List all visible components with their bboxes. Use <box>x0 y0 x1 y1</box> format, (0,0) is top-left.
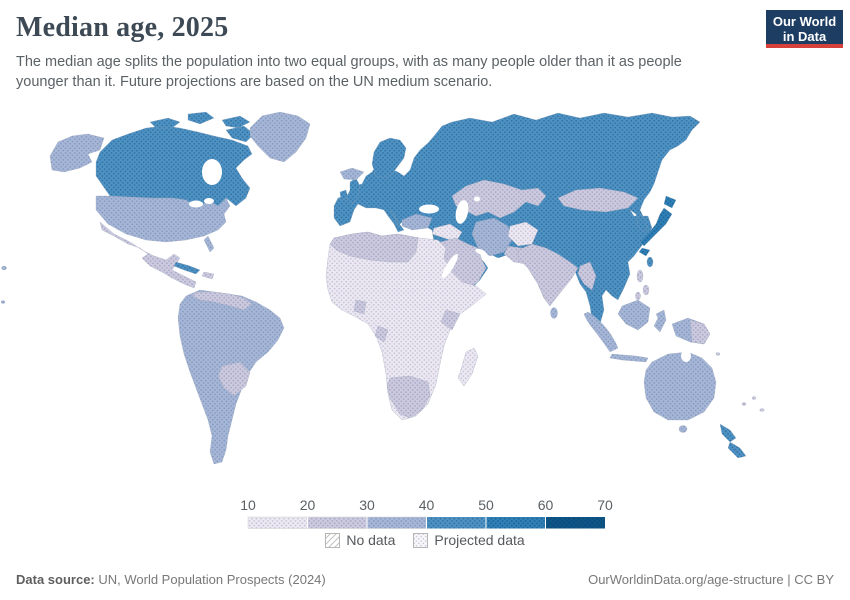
legend-bin-30-40[interactable] <box>366 516 427 529</box>
map-region-hawaii-speck[interactable] <box>0 300 6 304</box>
map-region-papua-new-guinea[interactable] <box>689 319 711 345</box>
map-region-iceland[interactable] <box>339 167 365 181</box>
map-region-vanuatu[interactable] <box>751 396 757 400</box>
legend-tick-30: 30 <box>359 497 375 513</box>
legend-color-bar <box>247 516 606 529</box>
chart-subtitle: The median age splits the population int… <box>16 54 682 90</box>
map-region-hispaniola[interactable] <box>201 271 215 280</box>
map-region-united-states[interactable] <box>95 195 231 253</box>
map-region-borneo[interactable] <box>617 299 651 331</box>
map-region-ghana[interactable] <box>353 299 367 315</box>
map-region-philippines-3[interactable] <box>635 291 641 301</box>
map-region-sumatra[interactable] <box>583 311 619 353</box>
map-region-japan[interactable] <box>638 195 677 257</box>
legend-bin-60-70[interactable] <box>545 517 606 529</box>
data-source-note: Data source: UN, World Population Prospe… <box>16 572 326 587</box>
map-region-pacific-islands-group <box>715 352 765 412</box>
legend-tick-40: 40 <box>418 497 435 513</box>
legend-bin-50-60[interactable] <box>486 517 546 529</box>
map-region-australia[interactable] <box>643 351 717 421</box>
data-source-text: UN, World Population Prospects (2024) <box>94 572 326 587</box>
legend-no-data-label: No data <box>346 532 396 548</box>
legend-tick-50: 50 <box>478 497 494 513</box>
legend-tick-70: 70 <box>597 497 613 513</box>
map-region-pacific-speck[interactable] <box>1 265 7 271</box>
map-region-taiwan[interactable] <box>646 256 654 268</box>
legend-tick-10: 10 <box>240 497 256 513</box>
data-source-label: Data source: <box>16 572 95 587</box>
map-region-solomons[interactable] <box>715 352 721 356</box>
legend-secondary: No data Projected data <box>0 532 850 548</box>
map-region-turkey[interactable] <box>401 213 433 231</box>
chart-footer: Data source: UN, World Population Prospe… <box>0 572 850 587</box>
owid-logo[interactable]: Our World in Data <box>766 10 843 48</box>
legend-tick-labels: 10 20 30 40 50 60 70 <box>0 497 850 513</box>
projected-data-swatch-icon <box>413 532 429 548</box>
map-region-alaska[interactable] <box>49 133 105 173</box>
map-region-philippines-2[interactable] <box>642 284 650 296</box>
map-water-overlays <box>189 159 691 362</box>
map-region-tasmania[interactable] <box>678 425 688 433</box>
legend-tick-60: 60 <box>537 497 554 513</box>
map-region-iran[interactable] <box>471 217 513 257</box>
map-region-africa[interactable] <box>325 231 487 421</box>
no-data-swatch-icon <box>325 532 341 548</box>
map-region-southern-africa[interactable] <box>386 375 431 419</box>
map-region-gabon[interactable] <box>374 325 389 343</box>
map-region-greenland[interactable] <box>249 111 311 163</box>
owid-url-license[interactable]: OurWorldinData.org/age-structure | CC BY <box>588 572 834 587</box>
map-region-kazakhstan-central-asia[interactable] <box>451 179 547 219</box>
map-region-java[interactable] <box>609 353 649 363</box>
map-region-philippines-group <box>635 269 650 301</box>
map-region-sri-lanka[interactable] <box>550 307 558 319</box>
page-title: Median age, 2025 <box>16 12 229 43</box>
map-region-venezuela-guyanas[interactable] <box>191 291 253 311</box>
map-region-cuba[interactable] <box>173 261 201 275</box>
map-region-arctic-islands[interactable] <box>149 111 255 143</box>
map-region-mongolia[interactable] <box>557 187 639 213</box>
map-region-india[interactable] <box>517 243 579 307</box>
map-region-fiji[interactable] <box>741 402 747 406</box>
legend-bin-40-50[interactable] <box>426 517 487 529</box>
legend-tick-20: 20 <box>299 497 316 513</box>
map-region-new-caledonia[interactable] <box>759 408 765 412</box>
map-region-canada[interactable] <box>95 125 253 209</box>
legend-projected-data[interactable]: Projected data <box>413 532 525 548</box>
map-region-new-zealand[interactable] <box>719 423 747 459</box>
map-region-philippines[interactable] <box>636 269 644 283</box>
map-region-scandinavia[interactable] <box>371 137 407 179</box>
map-region-bolivia-paraguay[interactable] <box>217 361 251 397</box>
map-region-madagascar[interactable] <box>457 347 479 387</box>
map-region-sulawesi[interactable] <box>653 309 667 333</box>
legend-bin-10-20[interactable] <box>247 516 308 529</box>
owid-logo-line1: Our World <box>772 14 837 29</box>
map-region-kenya[interactable] <box>440 309 461 331</box>
legend-projected-data-label: Projected data <box>434 532 525 548</box>
map-region-mexico-central-america[interactable] <box>99 221 197 289</box>
legend-no-data[interactable]: No data <box>325 532 395 548</box>
map-region-myanmar[interactable] <box>577 261 597 291</box>
map-region-ireland[interactable] <box>339 189 349 201</box>
owid-logo-line2: in Data <box>782 29 827 45</box>
map-region-north-africa[interactable] <box>329 231 419 263</box>
legend-bin-20-30[interactable] <box>307 516 368 529</box>
